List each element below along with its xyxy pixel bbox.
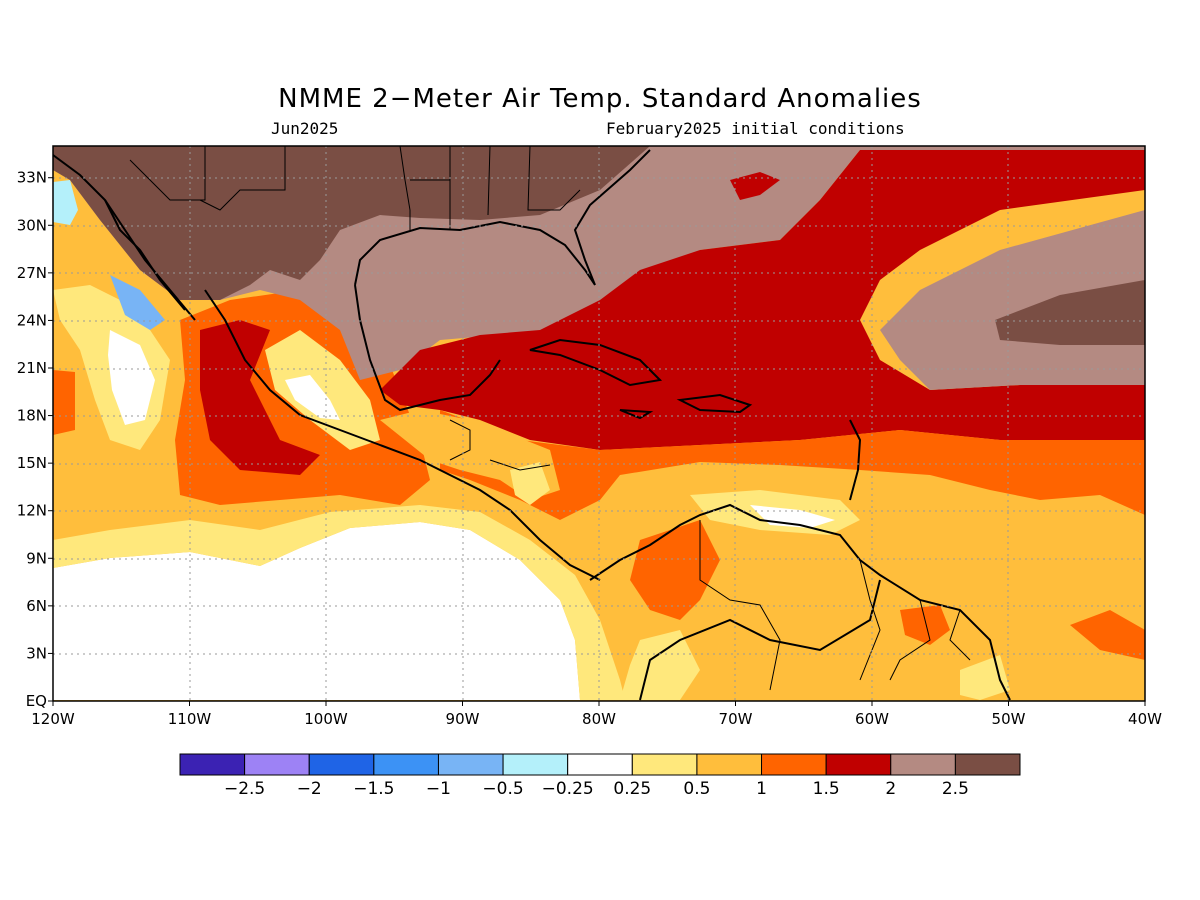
colorbar-swatch: [567, 753, 633, 776]
colorbar-label: 2: [885, 779, 896, 799]
longitude-axis: 120W 110W 100W 90W 80W 70W 60W 50W 40W: [31, 701, 1162, 728]
field-orange-east: [1070, 610, 1145, 660]
field-red-atlantic: [380, 150, 1145, 450]
field-orange-west: [53, 370, 75, 435]
lat-tick-label: 33N: [17, 169, 47, 187]
lat-tick-label: 3N: [26, 644, 47, 662]
colorbar-swatch: [761, 753, 827, 776]
colorbar-labels: −2.5 −2 −1.5 −1 −0.5 −0.25 0.25 0.5 1 1.5 2 2.5: [224, 779, 969, 799]
colorbar-swatch: [437, 753, 504, 776]
colorbar-swatch: [308, 753, 375, 776]
field-blue-baja: [110, 275, 165, 330]
field-orange-guiana: [900, 605, 950, 645]
colorbar-label: −1: [426, 779, 451, 799]
colorbar-swatch: [373, 753, 439, 776]
field-pale-central: [510, 462, 550, 505]
lat-tick-label: EQ: [26, 692, 47, 710]
lon-tick-label: 90W: [446, 710, 480, 728]
init-conditions: February2025 initial conditions: [606, 119, 905, 138]
lon-tick-label: 50W: [992, 710, 1026, 728]
lat-tick-label: 30N: [17, 216, 47, 234]
colorbar-label: 1: [756, 779, 767, 799]
colorbar-swatch: [954, 753, 1021, 776]
lon-tick-label: 60W: [855, 710, 889, 728]
lon-tick-label: 100W: [304, 710, 348, 728]
colorbar-swatch: [244, 753, 310, 776]
target-month: Jun2025: [271, 119, 339, 138]
field-brown-north: [53, 146, 650, 300]
colorbar-label: −2.5: [224, 779, 265, 799]
colorbar-swatch: [825, 753, 892, 776]
colorbar-swatch: [631, 753, 698, 776]
field-pale-southamerica: [620, 630, 700, 700]
field-white-mexico: [285, 375, 340, 420]
graticule: [53, 146, 1145, 701]
field-pale-mexico: [265, 330, 380, 450]
lat-tick-label: 24N: [17, 311, 47, 329]
lat-tick-label: 9N: [26, 549, 47, 567]
colorbar-label: −1.5: [353, 779, 394, 799]
colorbar-label: −2: [297, 779, 322, 799]
map-title: NMME 2−Meter Air Temp. Standard Anomalie…: [278, 84, 922, 114]
coastlines: [53, 149, 1011, 701]
field-white-pacific: [53, 522, 580, 700]
colorbar-swatch: [890, 753, 956, 776]
field-cyan-coast: [53, 180, 78, 225]
colorbar-label: −0.25: [542, 779, 594, 799]
lon-tick-label: 80W: [582, 710, 616, 728]
field-white-baja: [108, 330, 155, 425]
field-orange-caribbean: [440, 410, 1145, 520]
colorbar-swatch: [502, 753, 569, 776]
colorbar-label: 2.5: [942, 779, 969, 799]
lon-tick-label: 110W: [168, 710, 212, 728]
colorbar-label: 0.5: [683, 779, 710, 799]
anomaly-field: [53, 146, 1145, 701]
colorbar-swatch: [179, 753, 246, 776]
lat-tick-label: 6N: [26, 597, 47, 615]
field-red-blob: [730, 172, 780, 200]
lat-tick-label: 18N: [17, 407, 47, 425]
lat-tick-label: 15N: [17, 454, 47, 472]
latitude-axis: 33N 30N 27N 24N 21N 18N 15N 12N 9N 6N 3N EQ: [17, 169, 53, 710]
colorbar-label: 1.5: [813, 779, 840, 799]
field-brown-atlantic: [995, 280, 1145, 345]
field-orange-colombia: [630, 520, 720, 620]
colorbar-label: −0.5: [482, 779, 523, 799]
lon-tick-label: 70W: [719, 710, 753, 728]
colorbar-label: 0.25: [613, 779, 651, 799]
lat-tick-label: 27N: [17, 264, 47, 282]
lat-tick-label: 21N: [17, 359, 47, 377]
field-red-pacific: [200, 320, 320, 475]
lon-tick-label: 120W: [31, 710, 75, 728]
colorbar-swatch: [696, 753, 763, 776]
lon-tick-label: 40W: [1128, 710, 1162, 728]
colorbar: [179, 753, 1021, 776]
lat-tick-label: 12N: [17, 502, 47, 520]
